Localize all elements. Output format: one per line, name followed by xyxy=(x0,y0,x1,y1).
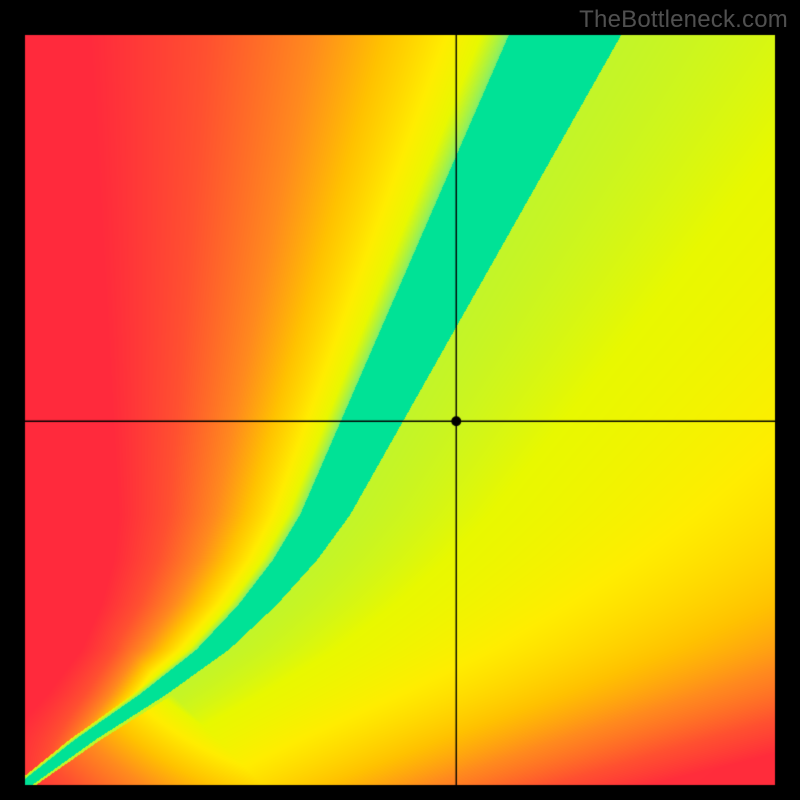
heatmap-canvas xyxy=(0,0,800,800)
watermark-text: TheBottleneck.com xyxy=(579,6,788,34)
chart-container: TheBottleneck.com xyxy=(0,0,800,800)
